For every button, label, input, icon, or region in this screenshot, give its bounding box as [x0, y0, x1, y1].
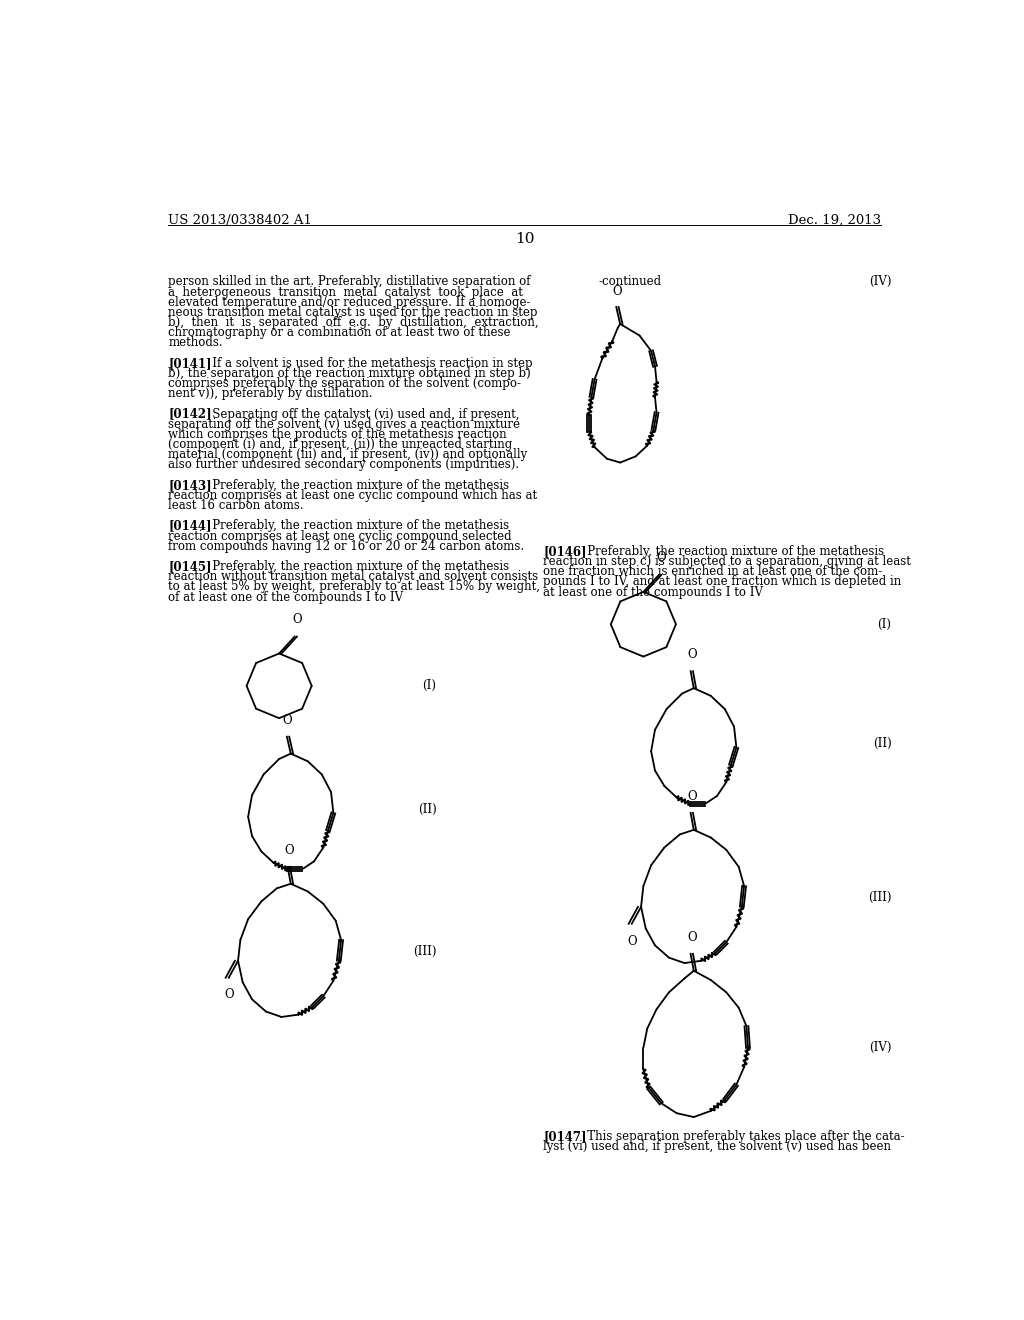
Text: Preferably, the reaction mixture of the metathesis: Preferably, the reaction mixture of the … — [201, 519, 509, 532]
Text: US 2013/0338402 A1: US 2013/0338402 A1 — [168, 214, 312, 227]
Text: b),  then  it  is  separated  off  e.g.  by  distillation,  extraction,: b), then it is separated off e.g. by dis… — [168, 315, 539, 329]
Text: also further undesired secondary components (impurities).: also further undesired secondary compone… — [168, 458, 519, 471]
Text: [0147]: [0147] — [544, 1130, 587, 1143]
Text: O: O — [283, 714, 293, 726]
Text: neous transition metal catalyst is used for the reaction in step: neous transition metal catalyst is used … — [168, 306, 538, 319]
Text: 10: 10 — [515, 232, 535, 247]
Text: Dec. 19, 2013: Dec. 19, 2013 — [788, 214, 882, 227]
Text: from compounds having 12 or 16 or 20 or 24 carbon atoms.: from compounds having 12 or 16 or 20 or … — [168, 540, 524, 553]
Text: Preferably, the reaction mixture of the metathesis: Preferably, the reaction mixture of the … — [575, 545, 884, 558]
Text: of at least one of the compounds I to IV: of at least one of the compounds I to IV — [168, 590, 403, 603]
Text: elevated temperature and/or reduced pressure. If a homoge-: elevated temperature and/or reduced pres… — [168, 296, 530, 309]
Text: chromatography or a combination of at least two of these: chromatography or a combination of at le… — [168, 326, 511, 339]
Text: (III): (III) — [868, 891, 891, 904]
Text: a  heterogeneous  transition  metal  catalyst  took  place  at: a heterogeneous transition metal catalys… — [168, 285, 523, 298]
Text: b), the separation of the reaction mixture obtained in step b): b), the separation of the reaction mixtu… — [168, 367, 531, 380]
Text: reaction comprises at least one cyclic compound which has at: reaction comprises at least one cyclic c… — [168, 488, 538, 502]
Text: least 16 carbon atoms.: least 16 carbon atoms. — [168, 499, 304, 512]
Text: nent v)), preferably by distillation.: nent v)), preferably by distillation. — [168, 387, 373, 400]
Text: one fraction which is enriched in at least one of the com-: one fraction which is enriched in at lea… — [544, 565, 883, 578]
Text: comprises preferably the separation of the solvent (compo-: comprises preferably the separation of t… — [168, 378, 521, 391]
Text: (II): (II) — [418, 803, 436, 816]
Text: O: O — [687, 648, 697, 661]
Text: Preferably, the reaction mixture of the metathesis: Preferably, the reaction mixture of the … — [201, 560, 509, 573]
Text: O: O — [224, 989, 233, 1002]
Text: reaction in step c) is subjected to a separation, giving at least: reaction in step c) is subjected to a se… — [544, 556, 911, 568]
Text: Preferably, the reaction mixture of the metathesis: Preferably, the reaction mixture of the … — [201, 479, 509, 492]
Text: -continued: -continued — [599, 276, 662, 289]
Text: (I): (I) — [878, 618, 891, 631]
Text: material (component (iii) and, if present, (iv)) and optionally: material (component (iii) and, if presen… — [168, 449, 527, 461]
Text: reaction comprises at least one cyclic compound selected: reaction comprises at least one cyclic c… — [168, 529, 512, 543]
Text: (IV): (IV) — [869, 276, 891, 289]
Text: If a solvent is used for the metathesis reaction in step: If a solvent is used for the metathesis … — [201, 356, 532, 370]
Text: This separation preferably takes place after the cata-: This separation preferably takes place a… — [575, 1130, 904, 1143]
Text: [0144]: [0144] — [168, 519, 212, 532]
Text: which comprises the products of the metathesis reaction: which comprises the products of the meta… — [168, 428, 507, 441]
Text: (III): (III) — [413, 945, 436, 958]
Text: to at least 5% by weight, preferably to at least 15% by weight,: to at least 5% by weight, preferably to … — [168, 581, 541, 594]
Text: O: O — [627, 935, 637, 948]
Text: lyst (vi) used and, if present, the solvent (v) used has been: lyst (vi) used and, if present, the solv… — [544, 1140, 892, 1154]
Text: [0143]: [0143] — [168, 479, 212, 492]
Text: (IV): (IV) — [869, 1041, 891, 1055]
Text: person skilled in the art. Preferably, distillative separation of: person skilled in the art. Preferably, d… — [168, 276, 530, 289]
Text: [0141]: [0141] — [168, 356, 212, 370]
Text: Separating off the catalyst (vi) used and, if present,: Separating off the catalyst (vi) used an… — [201, 408, 519, 421]
Text: (I): (I) — [423, 680, 436, 693]
Text: O: O — [687, 789, 697, 803]
Text: methods.: methods. — [168, 337, 223, 350]
Text: O: O — [285, 843, 294, 857]
Text: pounds I to IV, and at least one fraction which is depleted in: pounds I to IV, and at least one fractio… — [544, 576, 902, 589]
Text: (II): (II) — [872, 737, 891, 750]
Text: O: O — [687, 931, 697, 944]
Text: O: O — [656, 552, 666, 564]
Text: at least one of the compounds I to IV: at least one of the compounds I to IV — [544, 586, 764, 598]
Text: reaction without transition metal catalyst and solvent consists: reaction without transition metal cataly… — [168, 570, 539, 583]
Text: [0146]: [0146] — [544, 545, 587, 558]
Text: (component (i) and, if present, (ii)) the unreacted starting: (component (i) and, if present, (ii)) th… — [168, 438, 513, 451]
Text: O: O — [612, 285, 622, 298]
Text: [0142]: [0142] — [168, 408, 212, 421]
Text: separating off the solvent (v) used gives a reaction mixture: separating off the solvent (v) used give… — [168, 417, 520, 430]
Text: O: O — [292, 612, 302, 626]
Text: [0145]: [0145] — [168, 560, 212, 573]
